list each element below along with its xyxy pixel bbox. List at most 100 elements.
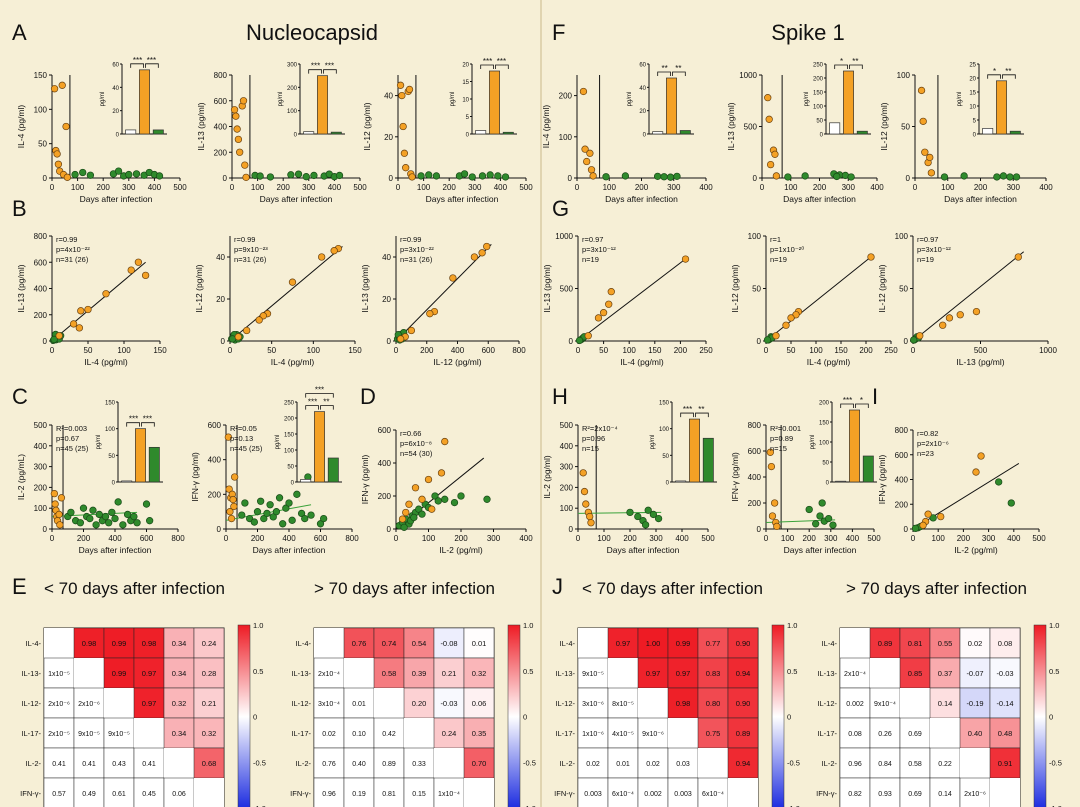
heatmap-pvalue: 0.96 bbox=[322, 791, 336, 798]
heatmap-row-label: IL-17- bbox=[21, 729, 41, 738]
y-tick-label: 100 bbox=[559, 133, 573, 142]
data-point-orange bbox=[424, 475, 433, 484]
sig-bracket bbox=[141, 422, 155, 427]
heatmap-value: 0.99 bbox=[112, 639, 127, 648]
y-tick-label: 0 bbox=[221, 337, 226, 346]
data-point-green bbox=[995, 478, 1003, 486]
data-point-orange bbox=[582, 500, 590, 508]
heatmap-cell bbox=[43, 657, 75, 689]
x-axis-label: Days after infection bbox=[253, 545, 326, 555]
y-tick-label: 500 bbox=[34, 421, 48, 430]
data-point-orange bbox=[782, 321, 790, 329]
y-tick-label: 50 bbox=[38, 140, 47, 149]
colorbar-tick-label: 0.5 bbox=[787, 667, 797, 676]
data-point-orange bbox=[229, 495, 237, 504]
colorbar-tick-label: 0 bbox=[1049, 713, 1053, 722]
x-axis-label: Days after infection bbox=[607, 545, 680, 555]
heatmap-value: -0.14 bbox=[996, 699, 1013, 708]
x-tick-label: 200 bbox=[623, 534, 637, 543]
x-tick-label: 100 bbox=[417, 183, 431, 192]
x-tick-label: 400 bbox=[494, 183, 508, 192]
data-point-green bbox=[275, 494, 284, 502]
heatmap-cell bbox=[577, 657, 609, 689]
data-point-orange bbox=[919, 521, 927, 529]
heatmap-row-label: IL-12- bbox=[291, 699, 311, 708]
x-tick-label: 600 bbox=[482, 346, 496, 355]
heatmap-cell bbox=[637, 747, 669, 779]
y-tick-label: 40 bbox=[382, 253, 391, 262]
data-point-orange bbox=[764, 94, 772, 102]
data-point-green bbox=[911, 524, 920, 533]
stat-text: n=31 (26) bbox=[400, 255, 433, 264]
sig-bracket bbox=[305, 393, 334, 398]
inset-y-tick-label: 0 bbox=[666, 481, 670, 487]
sig-bracket bbox=[308, 69, 322, 74]
heatmap-cell-empty bbox=[374, 688, 404, 718]
stat-text: p=4x10⁻²² bbox=[56, 245, 90, 254]
x-tick-label: 100 bbox=[71, 183, 85, 192]
y-tick-label: 600 bbox=[748, 447, 762, 456]
stat-text: p=3x10⁻¹² bbox=[917, 245, 951, 254]
heatmap-pvalue: 1x10⁻⁶ bbox=[582, 731, 604, 738]
data-point-orange bbox=[69, 320, 78, 328]
heatmap-value: 0.08 bbox=[998, 639, 1013, 648]
stat-text: r=0.82 bbox=[917, 429, 938, 438]
heatmap-row-label: IL-4- bbox=[822, 639, 838, 648]
y-tick-label: 50 bbox=[752, 285, 761, 294]
data-point-green bbox=[940, 173, 949, 181]
inset-y-tick-label: 15 bbox=[462, 80, 469, 86]
y-tick-label: 600 bbox=[214, 97, 228, 106]
heatmap-pvalue: 6x10⁻⁴ bbox=[702, 791, 724, 798]
heatmap-pvalue: 0.33 bbox=[412, 761, 426, 768]
x-tick-label: 400 bbox=[451, 346, 465, 355]
heatmap-row-label: IL-2- bbox=[822, 759, 838, 768]
heatmap-cell bbox=[313, 687, 345, 719]
heatmap-cell bbox=[43, 777, 75, 807]
x-axis-label: Days after infection bbox=[79, 545, 152, 555]
stat-text: n=31 (26) bbox=[56, 255, 89, 264]
inset-y-tick-label: 20 bbox=[462, 63, 469, 69]
data-point-orange bbox=[405, 85, 414, 94]
data-point-green bbox=[310, 171, 318, 180]
y-axis-label: IL-12 (pg/ml) bbox=[730, 264, 740, 312]
heatmap-cell bbox=[193, 657, 225, 689]
x-tick-label: 400 bbox=[699, 183, 713, 192]
data-point-green bbox=[320, 514, 328, 523]
inset-y-label: pg/ml bbox=[275, 435, 281, 450]
heatmap-cell bbox=[697, 717, 729, 749]
x-tick-label: 200 bbox=[443, 183, 457, 192]
heatmap-cell bbox=[43, 747, 75, 779]
heatmap-cell bbox=[43, 687, 75, 719]
heatmap-pvalue: 0.41 bbox=[82, 761, 96, 768]
inset-bar bbox=[314, 411, 325, 483]
data-point-orange bbox=[241, 161, 249, 169]
sig-label: *** bbox=[497, 57, 506, 66]
y-tick-label: 400 bbox=[378, 459, 392, 468]
heatmap-row-label: IL-4- bbox=[26, 639, 42, 648]
x-tick-label: 100 bbox=[809, 346, 823, 355]
inset-bar bbox=[489, 70, 500, 135]
heatmap-pvalue: 6x10⁻⁴ bbox=[612, 791, 634, 798]
x-tick-label: 0 bbox=[575, 183, 580, 192]
heatmap-value: 0.98 bbox=[676, 699, 691, 708]
heatmap-row-label: IL-13- bbox=[21, 669, 41, 678]
data-point-orange bbox=[441, 437, 449, 446]
data-point-green bbox=[316, 520, 325, 528]
stat-text: n=19 bbox=[582, 255, 599, 264]
y-tick-label: 0 bbox=[43, 174, 48, 183]
heatmap-cell bbox=[193, 747, 225, 779]
x-tick-label: 200 bbox=[974, 183, 988, 192]
inset-bar bbox=[666, 77, 677, 135]
data-point-green bbox=[125, 170, 133, 179]
heatmap-value: 0.97 bbox=[142, 699, 157, 708]
stat-text: R²=0.05 bbox=[230, 424, 257, 433]
heatmap-cell bbox=[929, 777, 961, 807]
y-axis-label: IL-13 (pg/ml) bbox=[726, 102, 736, 150]
inset-y-tick-label: 0 bbox=[466, 133, 470, 139]
inset-y-tick-label: 5 bbox=[466, 115, 470, 121]
sig-bracket bbox=[680, 412, 694, 418]
panel-letter-i: I bbox=[872, 384, 878, 409]
heatmap-header-e1: < 70 days after infection bbox=[44, 579, 225, 598]
heatmap-pvalue: 0.002 bbox=[644, 791, 662, 798]
data-point-orange bbox=[766, 160, 775, 169]
